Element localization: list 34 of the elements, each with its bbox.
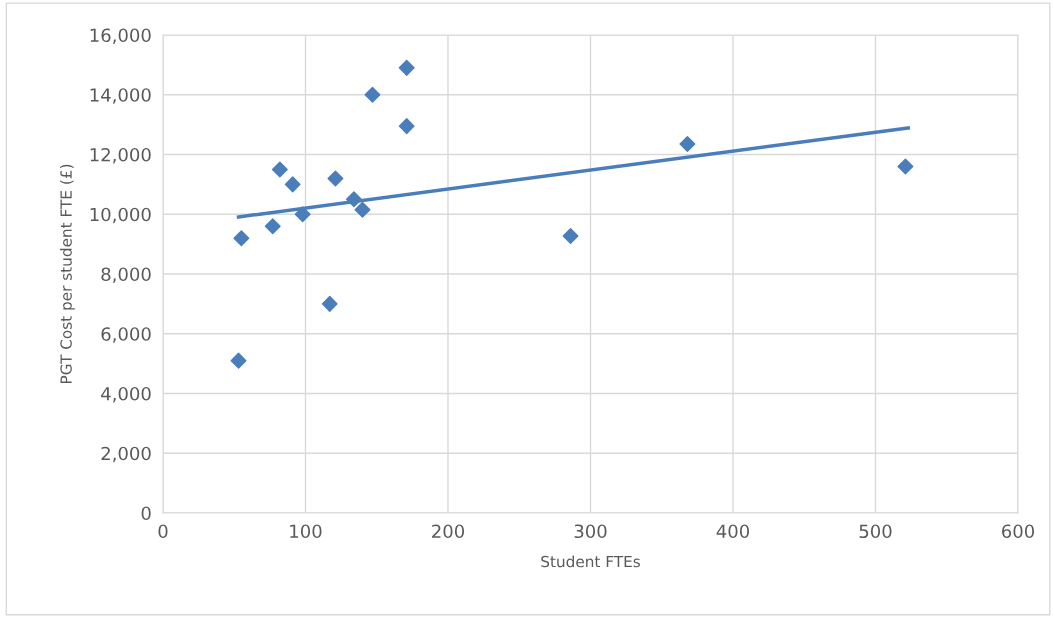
x-tick-label: 500 [859,524,892,539]
point [364,86,381,103]
y-tick-label: 12,000 [90,147,151,164]
point [562,228,579,245]
x-tick-label: 200 [432,524,465,539]
x-axis-title: Student FTEs [541,555,640,568]
x-tick-label: 0 [158,524,168,539]
point [327,170,344,187]
point [271,161,288,178]
point [284,176,301,193]
point [897,158,914,175]
y-tick-label: 2,000 [101,446,151,463]
point [230,352,247,369]
point [679,136,696,153]
point [321,295,338,312]
point [233,230,250,247]
point [354,201,371,218]
point [264,218,281,235]
y-tick-label: 6,000 [101,327,151,343]
x-tick-label: 600 [1002,524,1035,539]
y-tick-label: 16,000 [90,28,151,44]
x-tick-label: 400 [716,524,750,539]
y-tick-label: 0 [141,506,151,521]
y-tick-label: 4,000 [101,386,151,403]
point [294,206,311,223]
y-axis-title: PGT Cost per student FTE (£) [60,164,75,383]
point [345,191,362,208]
y-tick-label: 8,000 [101,267,151,283]
point [398,59,415,76]
point [398,118,415,135]
y-tick-label: 10,000 [90,207,151,224]
y-tick-label: 14,000 [90,88,151,104]
x-tick-label: 300 [574,524,607,539]
x-tick-label: 100 [290,524,322,539]
